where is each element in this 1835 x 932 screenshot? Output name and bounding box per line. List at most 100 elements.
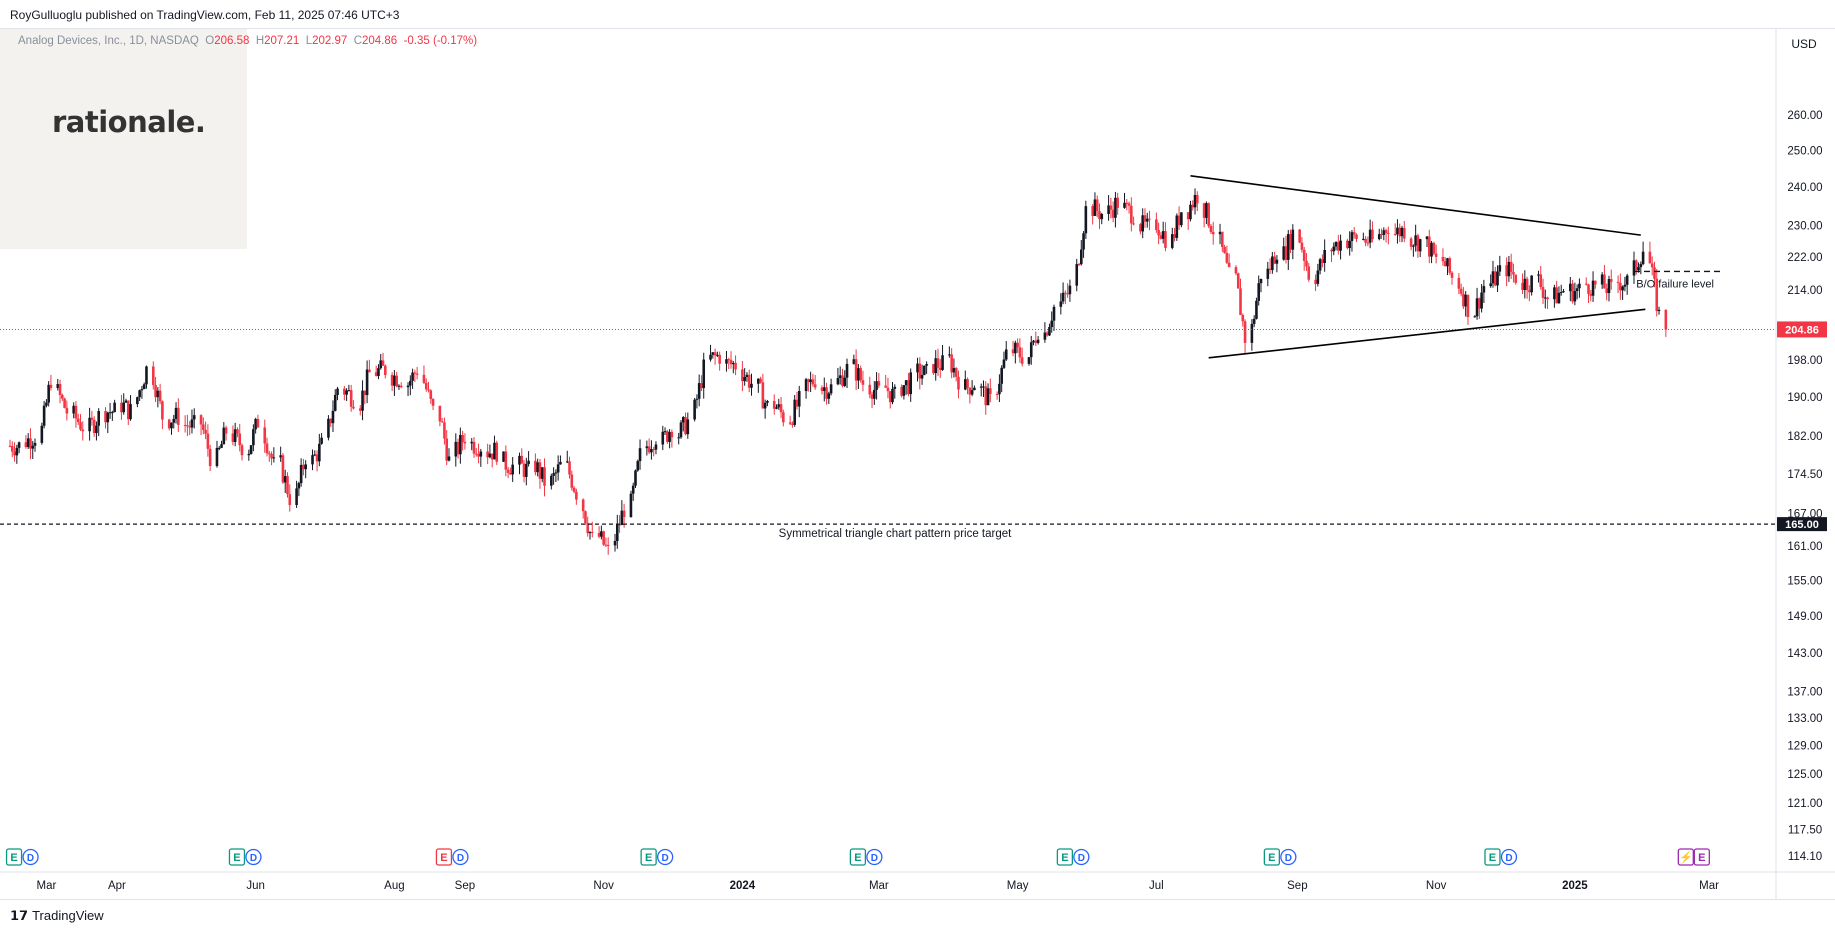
earnings-marker[interactable]: E bbox=[5, 848, 23, 866]
candle bbox=[279, 446, 282, 462]
candle bbox=[1525, 276, 1529, 299]
candle bbox=[377, 364, 380, 380]
tradingview-logo[interactable]: 𝟭𝟳 TradingView bbox=[10, 908, 104, 924]
candle bbox=[333, 389, 337, 412]
candle bbox=[741, 360, 744, 392]
candle bbox=[527, 451, 530, 467]
candle bbox=[661, 425, 665, 451]
candle bbox=[859, 365, 862, 383]
dividend-marker[interactable]: D bbox=[1073, 848, 1090, 866]
candle bbox=[1252, 315, 1256, 328]
candle bbox=[891, 381, 894, 405]
candle bbox=[629, 490, 633, 518]
candle bbox=[249, 444, 253, 455]
candle bbox=[395, 371, 398, 388]
candle bbox=[1530, 275, 1533, 296]
price-chart[interactable]: USD 260.00 250.00 240.00 230.00 222.00 214.00 1… bbox=[0, 0, 1835, 899]
candle bbox=[1032, 339, 1035, 346]
dividend-marker[interactable]: D bbox=[22, 848, 39, 866]
candle bbox=[302, 458, 305, 476]
y-tick-label: 117.50 bbox=[1788, 825, 1822, 837]
triangle-upper-trendline[interactable] bbox=[1190, 175, 1641, 236]
candle bbox=[1600, 272, 1604, 289]
candle bbox=[1186, 211, 1190, 230]
earnings-marker[interactable]: ⚡ bbox=[1677, 848, 1694, 866]
dividend-marker[interactable]: D bbox=[1500, 848, 1518, 866]
candle bbox=[217, 446, 221, 451]
earnings-marker[interactable]: E bbox=[1484, 848, 1501, 866]
candle bbox=[1323, 239, 1326, 272]
candle bbox=[24, 435, 28, 449]
svg-text:E: E bbox=[1489, 852, 1496, 864]
candle bbox=[509, 467, 512, 475]
candle bbox=[543, 458, 546, 497]
candle bbox=[1634, 259, 1638, 275]
candle bbox=[90, 410, 94, 426]
candle bbox=[670, 429, 674, 448]
candle bbox=[766, 399, 769, 407]
candle bbox=[1114, 191, 1117, 228]
dividend-marker[interactable]: D bbox=[245, 848, 262, 866]
candle bbox=[381, 352, 385, 366]
candle bbox=[409, 375, 412, 396]
dividend-marker[interactable]: D bbox=[1280, 848, 1297, 866]
earnings-marker[interactable]: E bbox=[435, 848, 453, 866]
candle bbox=[757, 378, 760, 393]
candle bbox=[1255, 297, 1258, 320]
candle bbox=[1594, 280, 1597, 289]
candle bbox=[92, 416, 96, 437]
svg-text:E: E bbox=[854, 852, 861, 864]
candle bbox=[1462, 286, 1465, 309]
candle bbox=[1068, 279, 1072, 302]
earnings-marker[interactable]: E bbox=[228, 848, 246, 866]
candle bbox=[422, 365, 426, 385]
earnings-marker[interactable]: E bbox=[1056, 848, 1074, 866]
candle bbox=[597, 526, 601, 539]
candle bbox=[636, 459, 640, 472]
dividend-marker[interactable]: D bbox=[866, 848, 883, 866]
high-label: H bbox=[255, 35, 265, 47]
candle bbox=[15, 444, 19, 464]
candle bbox=[1155, 212, 1158, 233]
candle bbox=[795, 391, 799, 410]
candle bbox=[74, 401, 78, 428]
candle bbox=[843, 370, 847, 388]
candle bbox=[183, 415, 187, 433]
y-tick-label: 222.00 bbox=[1787, 252, 1822, 264]
candle bbox=[1443, 257, 1447, 267]
candle bbox=[1195, 191, 1199, 212]
target-price-badge-text: 165.00 bbox=[1785, 519, 1819, 531]
candle bbox=[1521, 273, 1524, 295]
candle bbox=[886, 377, 890, 399]
candle bbox=[488, 444, 492, 459]
candle bbox=[804, 377, 808, 399]
candle bbox=[1164, 222, 1167, 252]
candle bbox=[584, 510, 587, 525]
candle bbox=[1650, 256, 1654, 276]
candle bbox=[288, 484, 292, 512]
y-tick-label: 137.00 bbox=[1787, 686, 1822, 698]
svg-text:⚡: ⚡ bbox=[1679, 851, 1693, 864]
candle bbox=[1400, 225, 1404, 243]
candle bbox=[1473, 315, 1477, 318]
candle bbox=[10, 441, 14, 458]
candle bbox=[1573, 282, 1577, 306]
candle bbox=[65, 400, 69, 421]
dividend-marker[interactable]: D bbox=[452, 848, 469, 866]
candle bbox=[167, 418, 171, 431]
candle bbox=[968, 387, 972, 404]
dividend-marker[interactable]: D bbox=[656, 848, 674, 866]
candle bbox=[76, 413, 80, 425]
triangle-lower-trendline[interactable] bbox=[1208, 308, 1646, 359]
candle bbox=[1289, 229, 1292, 254]
candle bbox=[1605, 283, 1609, 301]
earnings-marker[interactable]: E bbox=[849, 848, 867, 866]
earnings-marker[interactable]: E bbox=[1263, 848, 1281, 866]
candle bbox=[615, 514, 619, 549]
top-bar bbox=[0, 0, 1835, 29]
svg-text:E: E bbox=[1698, 852, 1705, 864]
earnings-marker[interactable]: E bbox=[640, 848, 657, 866]
candle bbox=[1221, 231, 1224, 253]
svg-text:E: E bbox=[440, 852, 447, 864]
dividend-marker[interactable]: E bbox=[1693, 848, 1710, 866]
